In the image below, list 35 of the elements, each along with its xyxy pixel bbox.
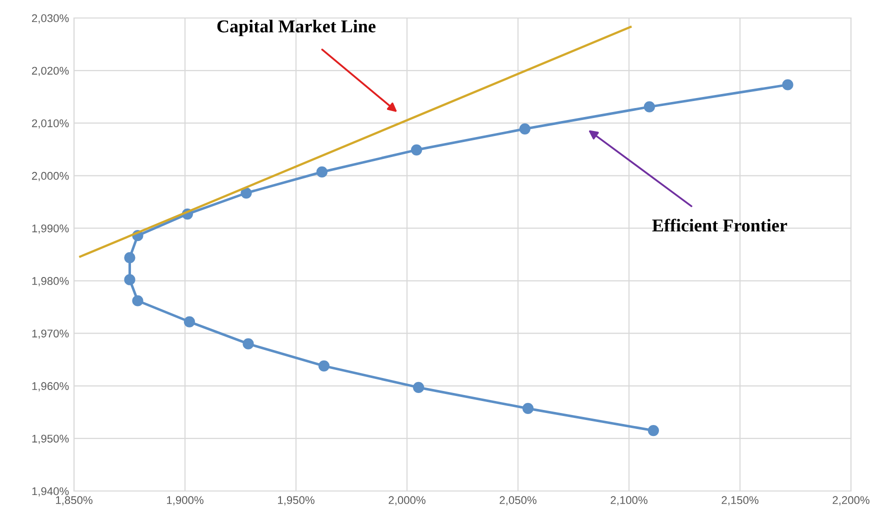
point (240, 187, 252, 199)
point (410, 144, 422, 156)
y-tick-label: 1,990% (32, 224, 69, 234)
point (124, 252, 136, 264)
y-tick-label: 1,940% (32, 487, 69, 496)
annotation: Capital Market Line (217, 20, 376, 36)
x-tick-label: 2,050% (500, 496, 536, 506)
x-tick-label: 1,900% (167, 496, 204, 506)
point (132, 295, 144, 306)
x-tick-label: 1,950% (278, 496, 314, 506)
point (648, 425, 659, 436)
point (242, 338, 254, 350)
y-tick-label: 1,970% (32, 330, 69, 339)
y-tick-label: 1,950% (32, 434, 69, 444)
point (124, 274, 136, 286)
point (412, 382, 424, 394)
point (184, 316, 195, 328)
point (522, 402, 534, 414)
annotation: Efficient Frontier (652, 218, 788, 232)
point (519, 123, 530, 134)
point (318, 360, 330, 372)
x-tick-label: 2,150% (722, 496, 758, 506)
y-tick-label: 2,030% (32, 14, 69, 24)
x-tick-label: 2,200% (832, 496, 870, 506)
y-tick-label: 2,020% (32, 66, 69, 76)
y-tick-label: 1,960% (32, 382, 69, 392)
point (644, 101, 655, 112)
y-tick-label: 1,980% (32, 277, 69, 286)
y-tick-label: 2,010% (32, 119, 69, 129)
y-tick-label: 2,000% (32, 172, 69, 182)
point (782, 79, 794, 90)
point (316, 166, 328, 178)
x-tick-label: 1,850% (56, 496, 92, 506)
x-tick-label: 2,100% (610, 496, 648, 506)
x-tick-label: 2,000% (388, 496, 426, 506)
